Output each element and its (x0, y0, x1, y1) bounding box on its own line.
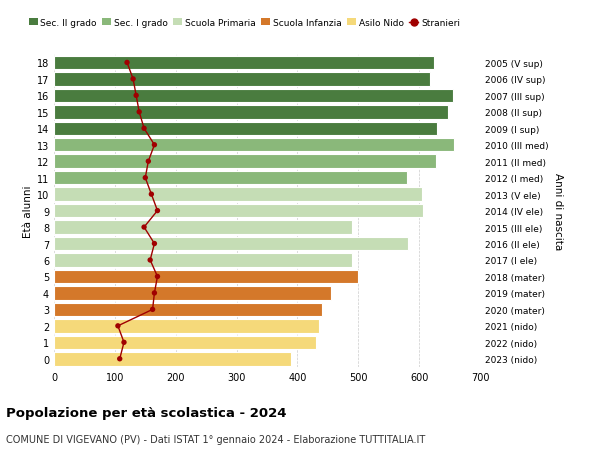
Point (140, 174, 150, 182)
Point (143, 158, 153, 166)
Bar (54, 286, 331, 300)
Bar (54, 155, 436, 168)
Bar (54, 139, 454, 152)
Point (149, 241, 159, 248)
Y-axis label: Età alunni: Età alunni (23, 185, 32, 237)
Bar (54, 106, 448, 119)
Bar (54, 352, 292, 366)
Point (113, 323, 123, 330)
Bar (54, 122, 437, 136)
Bar (54, 188, 422, 202)
Y-axis label: Anni di nascita: Anni di nascita (553, 173, 563, 250)
Bar (54, 172, 407, 185)
Point (145, 257, 155, 264)
Point (152, 273, 162, 280)
Legend: Sec. II grado, Sec. I grado, Scuola Primaria, Scuola Infanzia, Asilo Nido, Stran: Sec. II grado, Sec. I grado, Scuola Prim… (29, 19, 460, 28)
Bar (54, 319, 319, 333)
Point (149, 290, 159, 297)
Point (146, 191, 156, 198)
Bar (54, 221, 352, 234)
Point (148, 306, 157, 313)
Bar (54, 204, 424, 218)
Bar (54, 56, 434, 70)
Point (119, 339, 129, 346)
Point (152, 207, 162, 215)
Point (149, 142, 159, 149)
Bar (54, 90, 452, 103)
Point (115, 355, 125, 363)
Point (139, 224, 149, 231)
Text: Popolazione per età scolastica - 2024: Popolazione per età scolastica - 2024 (6, 406, 287, 419)
Point (122, 60, 132, 67)
Bar (54, 73, 430, 86)
Point (128, 76, 138, 84)
Text: COMUNE DI VIGEVANO (PV) - Dati ISTAT 1° gennaio 2024 - Elaborazione TUTTITALIA.I: COMUNE DI VIGEVANO (PV) - Dati ISTAT 1° … (6, 434, 425, 444)
Bar (54, 254, 352, 267)
Bar (54, 237, 408, 251)
Point (134, 109, 144, 116)
Bar (54, 303, 322, 316)
Point (139, 125, 149, 133)
Point (131, 92, 141, 100)
Bar (54, 270, 358, 284)
Bar (54, 336, 316, 349)
